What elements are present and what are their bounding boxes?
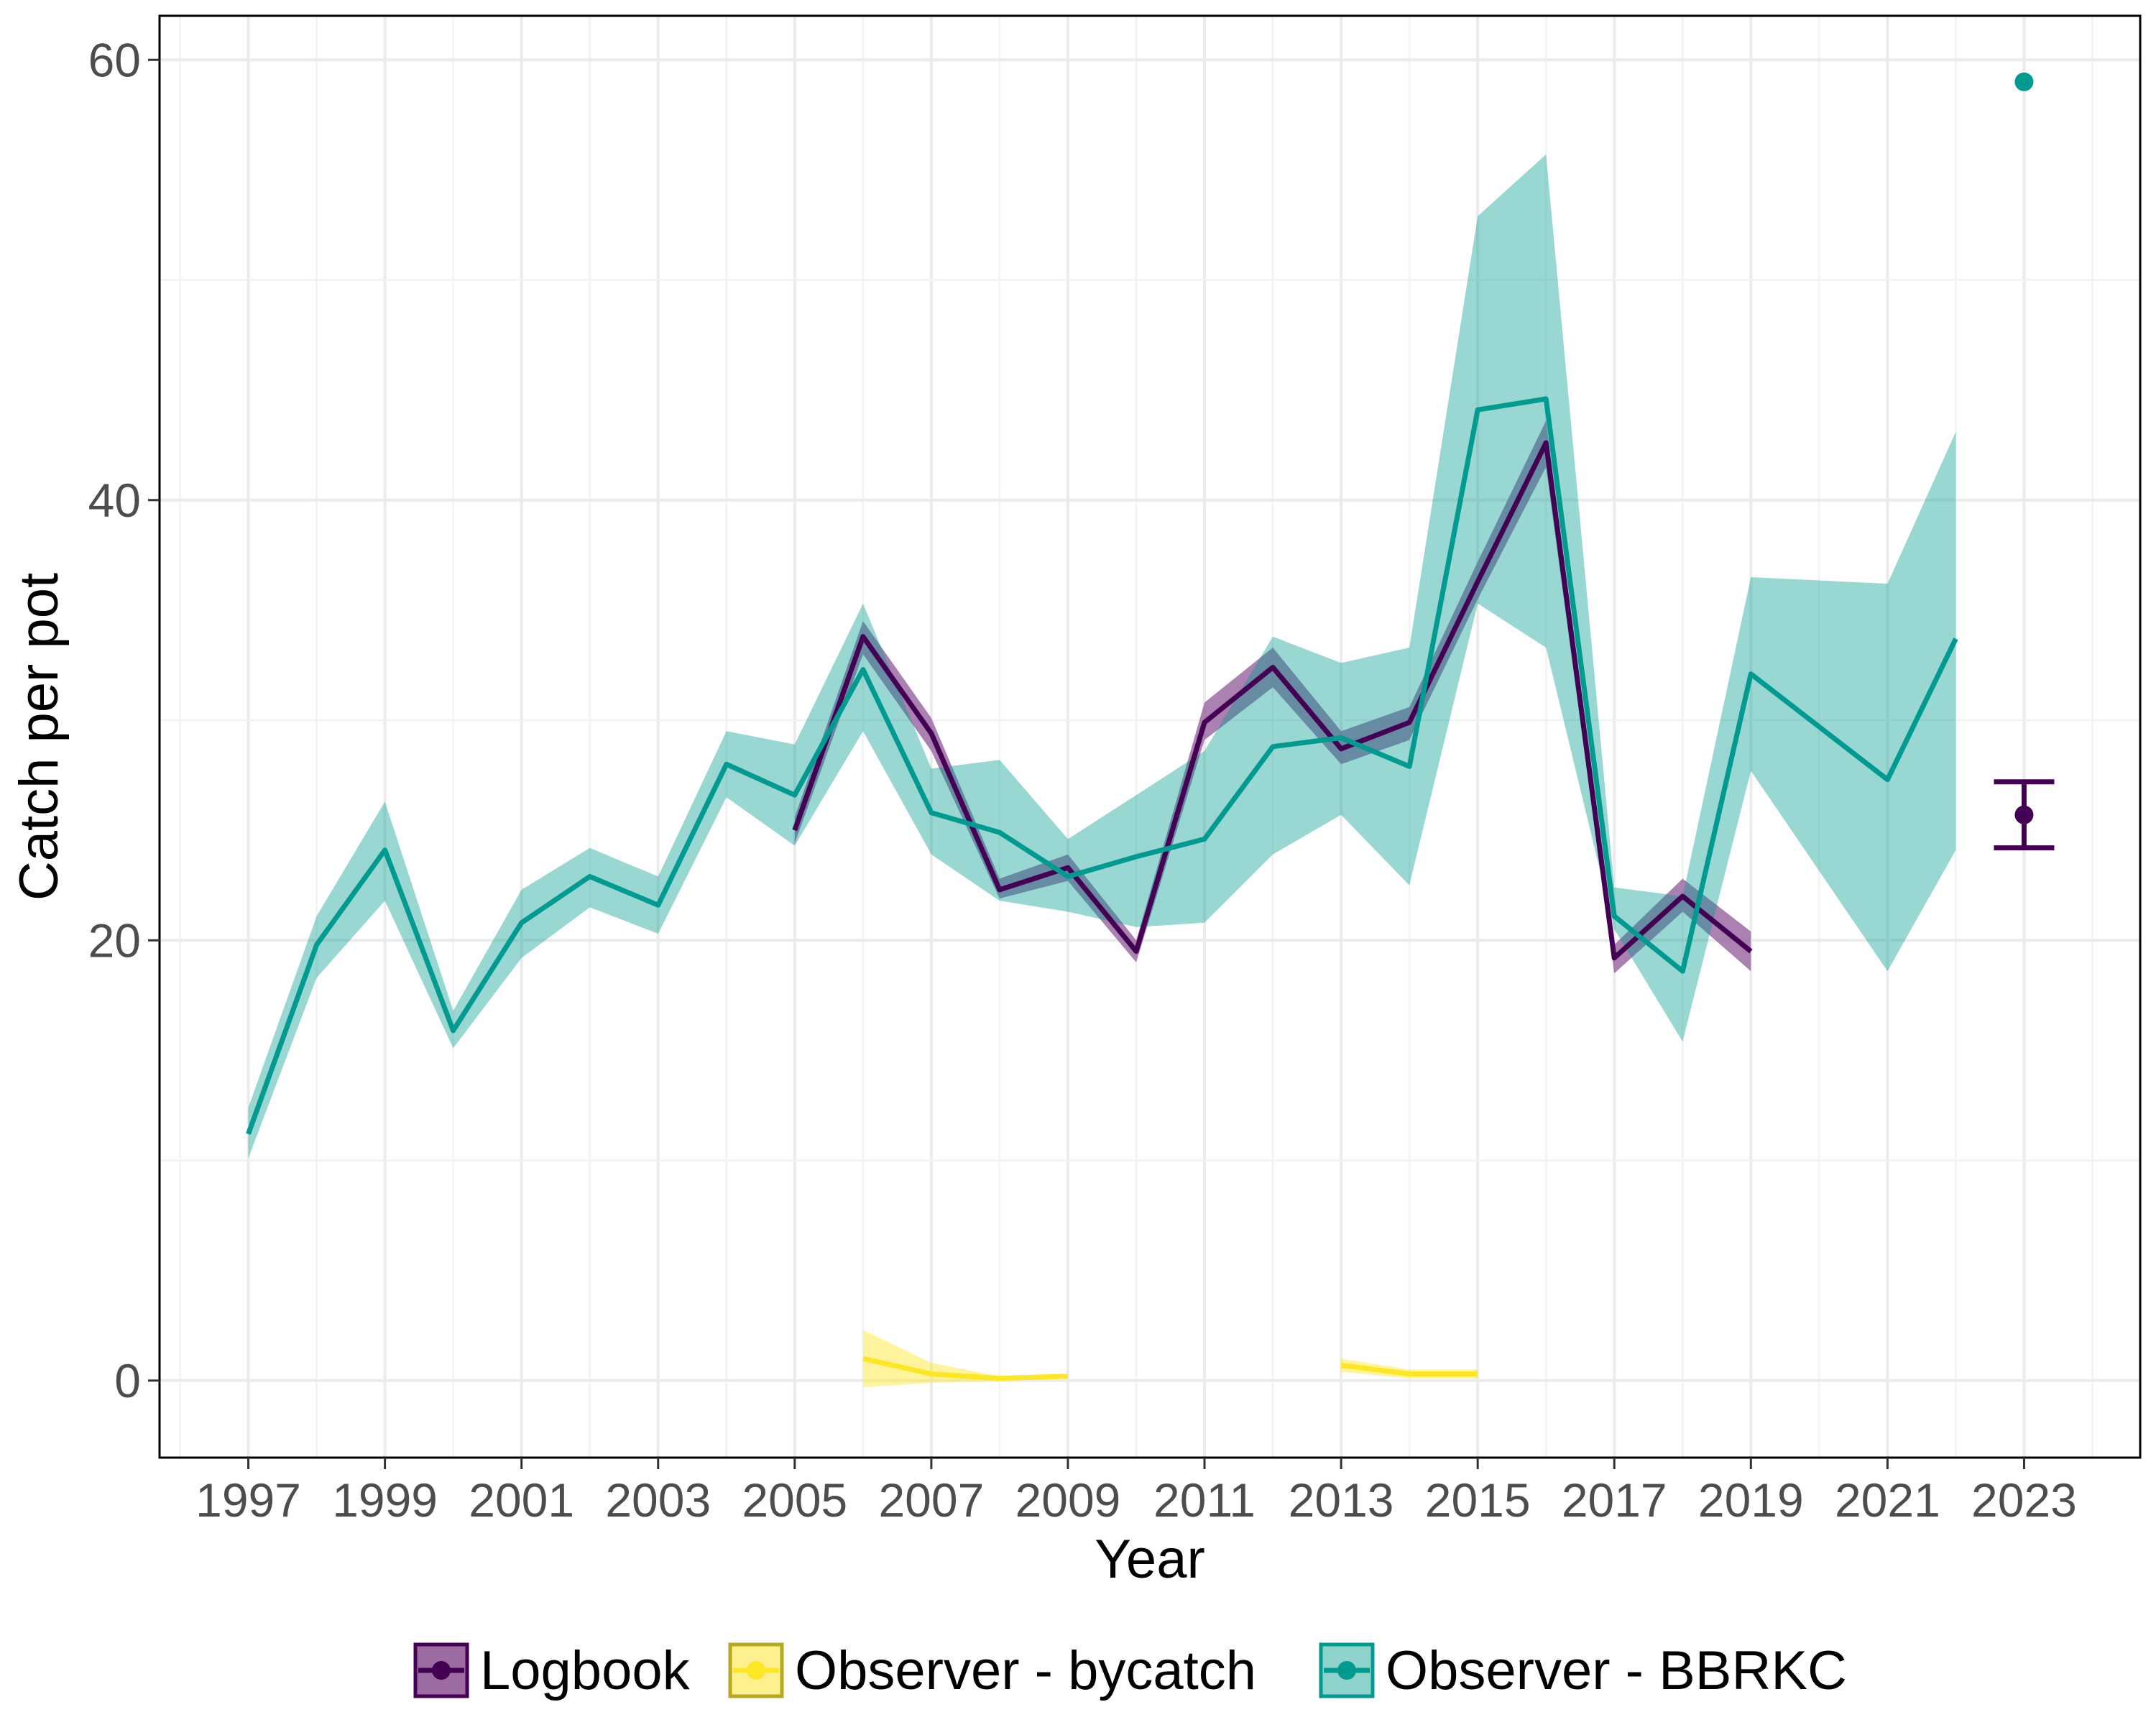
- x-tick-label: 2013: [1289, 1473, 1394, 1527]
- legend: Logbook Observer - bycatch Observer - BBRK…: [413, 1640, 1847, 1701]
- observer-bycatch-line: [862, 1356, 1069, 1381]
- y-axis-ticks: 0 20 40 60: [88, 33, 160, 1407]
- logbook-2023-point: [2014, 805, 2034, 824]
- x-tick-label: 2007: [878, 1473, 984, 1527]
- observer-bbrkc-line: [246, 396, 1958, 1135]
- logbook-line: [792, 440, 1753, 961]
- legend-label: Observer - BBRKC: [1386, 1640, 1847, 1701]
- x-tick-label: 2015: [1425, 1473, 1531, 1527]
- x-tick-label: 2005: [742, 1473, 847, 1527]
- x-tick-label: 2003: [605, 1473, 711, 1527]
- y-axis-title: Catch per pot: [9, 573, 70, 901]
- observer-bbrkc-confidence-band: [248, 154, 1956, 1159]
- y-tick-label: 60: [88, 33, 141, 86]
- y-tick-label: 0: [114, 1354, 141, 1407]
- legend-item: Observer - bycatch: [728, 1640, 1256, 1701]
- x-tick-label: 1997: [195, 1473, 301, 1527]
- legend-label: Observer - bycatch: [795, 1640, 1256, 1701]
- legend-label: Logbook: [480, 1640, 691, 1701]
- x-tick-label: 2023: [1971, 1473, 2077, 1527]
- series-lines: [246, 396, 1958, 1381]
- legend-key-point: [432, 1661, 451, 1680]
- observer-bycatch-line: [1340, 1362, 1478, 1377]
- plot-panel-border: [158, 14, 2142, 1459]
- x-tick-label: 2011: [1153, 1473, 1256, 1527]
- confidence-bands: [248, 154, 1956, 1387]
- x-tick-label: 2001: [469, 1473, 574, 1527]
- x-axis-ticks: 1997 1999 2001 2003 2005 2007 2009 2011 2013 2015…: [195, 1458, 2077, 1527]
- series-points: [1994, 72, 2055, 851]
- x-axis-title: Year: [1095, 1529, 1205, 1590]
- x-tick-label: 2021: [1835, 1473, 1940, 1527]
- x-tick-label: 2017: [1562, 1473, 1667, 1527]
- y-tick-label: 40: [88, 474, 141, 527]
- x-tick-label: 2019: [1698, 1473, 1804, 1527]
- legend-item: Logbook: [413, 1640, 691, 1701]
- legend-key-point: [747, 1661, 765, 1680]
- legend-item: Observer - BBRKC: [1319, 1640, 1847, 1701]
- x-tick-label: 2009: [1015, 1473, 1121, 1527]
- observer-bbrkc-2023-point: [2014, 72, 2034, 91]
- observer-bycatch-confidence-band: [862, 1330, 1068, 1387]
- legend-key-point: [1337, 1661, 1356, 1680]
- x-tick-label: 1999: [332, 1473, 438, 1527]
- y-tick-label: 20: [88, 914, 141, 967]
